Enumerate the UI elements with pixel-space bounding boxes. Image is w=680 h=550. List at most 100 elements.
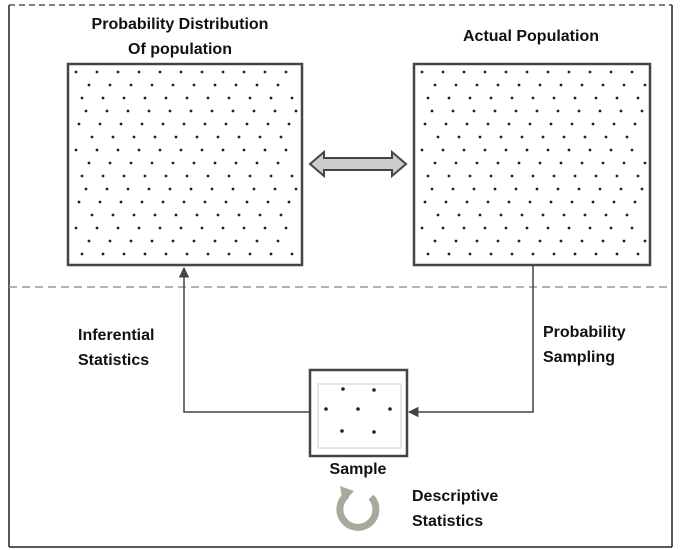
- dot: [126, 187, 130, 191]
- dot: [562, 213, 566, 217]
- dot: [95, 226, 99, 230]
- dot: [622, 239, 626, 243]
- double-arrow: [308, 149, 408, 179]
- dot: [588, 226, 592, 230]
- dot: [245, 200, 249, 204]
- dot: [111, 135, 115, 139]
- dot: [234, 239, 238, 243]
- dot: [255, 239, 259, 243]
- dot: [583, 213, 587, 217]
- dot: [258, 213, 262, 217]
- dot: [538, 161, 542, 165]
- dot: [640, 109, 644, 113]
- dot: [510, 252, 514, 256]
- dot: [179, 70, 183, 74]
- dot: [143, 96, 147, 100]
- dot: [433, 83, 437, 87]
- dot: [468, 252, 472, 256]
- dot: [195, 135, 199, 139]
- sample-inner: [317, 383, 402, 449]
- dot: [496, 83, 500, 87]
- dot: [279, 213, 283, 217]
- dot: [189, 109, 193, 113]
- dot: [206, 96, 210, 100]
- dot: [164, 252, 168, 256]
- dot: [143, 174, 147, 178]
- dot: [105, 187, 109, 191]
- dot: [74, 148, 78, 152]
- dot: [158, 148, 162, 152]
- dot: [294, 109, 298, 113]
- dot: [90, 135, 94, 139]
- dot: [468, 96, 472, 100]
- dot: [126, 109, 130, 113]
- dot: [137, 70, 141, 74]
- dot: [507, 200, 511, 204]
- dot: [570, 200, 574, 204]
- dot: [90, 213, 94, 217]
- dot: [287, 122, 291, 126]
- dot: [119, 122, 123, 126]
- dot: [248, 174, 252, 178]
- dot: [531, 252, 535, 256]
- dot: [420, 226, 424, 230]
- dot: [150, 239, 154, 243]
- dot: [601, 83, 605, 87]
- dot: [612, 122, 616, 126]
- dot: [122, 96, 126, 100]
- dot: [489, 252, 493, 256]
- dot: [284, 226, 288, 230]
- dot: [630, 226, 634, 230]
- dot: [132, 213, 136, 217]
- dot: [192, 239, 196, 243]
- dot: [598, 109, 602, 113]
- dot: [168, 109, 172, 113]
- dot: [213, 83, 217, 87]
- dot: [462, 70, 466, 74]
- dot: [426, 96, 430, 100]
- dot: [609, 226, 613, 230]
- dot: [221, 226, 225, 230]
- dot: [116, 226, 120, 230]
- dot: [573, 174, 577, 178]
- dot: [279, 135, 283, 139]
- dot: [213, 161, 217, 165]
- dot: [556, 187, 560, 191]
- dot: [517, 161, 521, 165]
- dot: [510, 174, 514, 178]
- dot: [457, 213, 461, 217]
- dot: [535, 187, 539, 191]
- dot: [147, 109, 151, 113]
- dot: [77, 200, 81, 204]
- dot: [583, 135, 587, 139]
- dot: [290, 96, 294, 100]
- dot: [546, 226, 550, 230]
- dot: [258, 135, 262, 139]
- dot: [462, 226, 466, 230]
- dot: [517, 239, 521, 243]
- dot: [475, 83, 479, 87]
- edge-label: Statistics: [78, 352, 149, 369]
- dot: [84, 109, 88, 113]
- dot: [129, 83, 133, 87]
- dot: [263, 148, 267, 152]
- dot: [231, 187, 235, 191]
- dot: [640, 187, 644, 191]
- edge-label: Probability: [543, 324, 626, 341]
- dot: [203, 200, 207, 204]
- dot: [567, 70, 571, 74]
- dot: [423, 122, 427, 126]
- dot: [594, 252, 598, 256]
- dot: [520, 213, 524, 217]
- dot: [556, 109, 560, 113]
- dot: [493, 187, 497, 191]
- dot: [98, 200, 102, 204]
- dot: [203, 122, 207, 126]
- dot: [570, 122, 574, 126]
- dot: [580, 161, 584, 165]
- dot: [619, 109, 623, 113]
- dot: [483, 70, 487, 74]
- dot: [591, 200, 595, 204]
- dot: [436, 213, 440, 217]
